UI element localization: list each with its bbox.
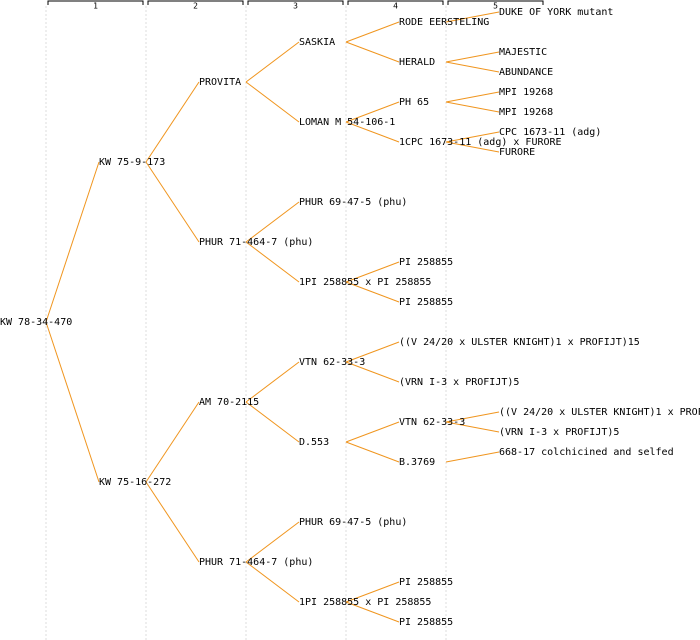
node-label: D.553 — [299, 437, 329, 448]
edge — [445, 411, 500, 423]
node-label: 1PI 258855 x PI 258855 — [299, 597, 431, 608]
edge — [445, 101, 500, 113]
edge — [445, 61, 500, 73]
edge — [445, 421, 500, 433]
edge — [245, 401, 300, 443]
node-label: SASKIA — [299, 37, 335, 48]
edge — [345, 361, 400, 383]
edge — [345, 101, 400, 123]
edge — [445, 51, 500, 63]
edges — [45, 11, 500, 623]
column-bracket — [47, 0, 144, 5]
column-number: 5 — [493, 2, 498, 11]
node-label: (VRN I-3 x PROFIJT)5 — [499, 427, 619, 438]
column-number: 1 — [93, 2, 98, 11]
node-label: PI 258855 — [399, 297, 453, 308]
edge — [145, 81, 200, 163]
column-bracket — [347, 0, 444, 5]
node-label: MPI 19268 — [499, 87, 553, 98]
column-number: 2 — [193, 2, 198, 11]
edge — [445, 451, 500, 463]
node-label: MAJESTIC — [499, 47, 547, 58]
edge — [345, 21, 400, 43]
edge — [345, 261, 400, 283]
column-number: 3 — [293, 2, 298, 11]
edge — [345, 281, 400, 303]
edge — [145, 401, 200, 483]
node-label: DUKE OF YORK mutant — [499, 7, 613, 18]
node-label: KW 78-34-470 — [0, 317, 72, 328]
node-label: ABUNDANCE — [499, 67, 553, 78]
node-label: PHUR 71-464-7 (phu) — [199, 557, 313, 568]
edge — [345, 421, 400, 443]
node-label: 668-17 colchicined and selfed — [499, 447, 674, 458]
node-label: VTN 62-33-3 — [399, 417, 465, 428]
edge — [245, 561, 300, 603]
labels: KW 78-34-470 KW 75-9-173 PROVITA SASKIA RODE… — [0, 7, 700, 628]
node-label: KW 75-9-173 — [99, 157, 165, 168]
node-label: PH 65 — [399, 97, 429, 108]
edge — [245, 41, 300, 83]
edge — [145, 481, 200, 563]
edge — [345, 601, 400, 623]
edge — [345, 441, 400, 463]
node-label: KW 75-16-272 — [99, 477, 171, 488]
column-bracket — [447, 0, 544, 5]
node-label: B.3769 — [399, 457, 435, 468]
node-label: CPC 1673-11 (adg) — [499, 127, 601, 138]
edge — [45, 161, 100, 323]
node-label: PHUR 69-47-5 (phu) — [299, 197, 407, 208]
edge — [445, 141, 500, 153]
node-label: PROVITA — [199, 77, 241, 88]
edge — [445, 11, 500, 23]
edge — [245, 201, 300, 243]
edge — [145, 161, 200, 243]
node-label: 1CPC 1673-11 (adg) x FURORE — [399, 137, 562, 148]
node-label: PI 258855 — [399, 257, 453, 268]
edge — [445, 91, 500, 103]
edge — [345, 341, 400, 363]
node-label: PHUR 71-464-7 (phu) — [199, 237, 313, 248]
node-label: 1PI 258855 x PI 258855 — [299, 277, 431, 288]
node-label: HERALD — [399, 57, 435, 68]
node-label: MPI 19268 — [499, 107, 553, 118]
node-label: PI 258855 — [399, 617, 453, 628]
edge — [245, 521, 300, 563]
node-label: FURORE — [499, 147, 535, 158]
edge — [45, 321, 100, 483]
node-label: PI 258855 — [399, 577, 453, 588]
node-label: RODE EERSTELING — [399, 17, 489, 28]
node-label: ((V 24/20 x ULSTER KNIGHT)1 x PROFIJT)15 — [499, 407, 700, 418]
node-label: VTN 62-33-3 — [299, 357, 365, 368]
edge — [445, 131, 500, 143]
node-label: PHUR 69-47-5 (phu) — [299, 517, 407, 528]
node-label: ((V 24/20 x ULSTER KNIGHT)1 x PROFIJT)15 — [399, 337, 640, 348]
node-label: AM 70-2115 — [199, 397, 259, 408]
column-bracket — [147, 0, 244, 5]
edge — [345, 41, 400, 63]
column-number: 4 — [393, 2, 398, 11]
edge — [345, 121, 400, 143]
node-label: (VRN I-3 x PROFIJT)5 — [399, 377, 519, 388]
node-label: LOMAN M 54-106-1 — [299, 117, 395, 128]
edge — [245, 241, 300, 283]
edge — [245, 81, 300, 123]
edge — [245, 361, 300, 403]
edge — [345, 581, 400, 603]
column-bracket — [247, 0, 344, 5]
